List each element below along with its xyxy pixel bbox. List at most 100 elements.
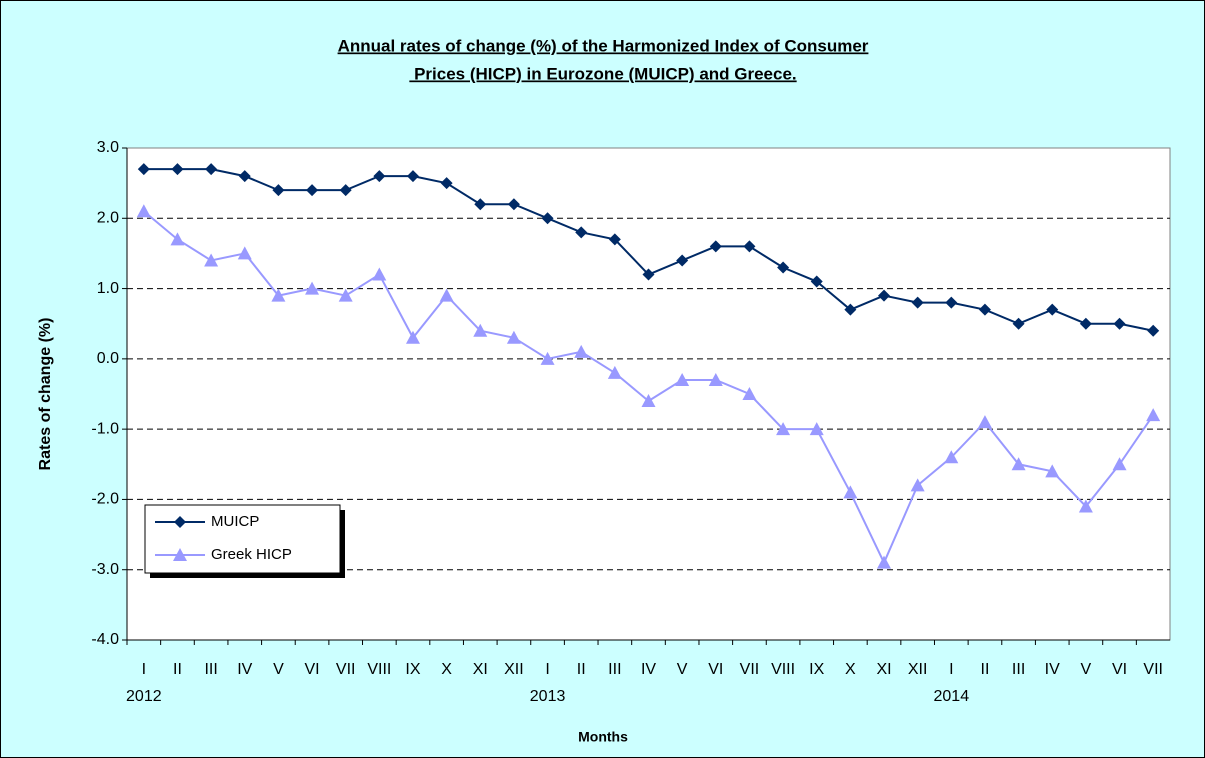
- x-tick-label: VII: [336, 661, 356, 678]
- legend: [144, 504, 341, 574]
- marker: [1079, 317, 1092, 330]
- x-tick-label: XI: [876, 661, 891, 678]
- marker: [843, 485, 858, 499]
- x-group-label: 2014: [934, 688, 970, 705]
- x-tick-label: II: [173, 661, 182, 678]
- y-axis-title: Rates of change (%): [37, 318, 54, 471]
- x-tick-label: V: [1081, 661, 1092, 678]
- y-tick-label: -3.0: [91, 561, 119, 578]
- marker: [305, 281, 320, 295]
- marker: [205, 163, 218, 176]
- x-tick-label: III: [608, 661, 621, 678]
- legend-label: Greek HICP: [211, 546, 292, 563]
- chart-title: Prices (HICP) in Eurozone (MUICP) and Gr…: [409, 64, 796, 83]
- y-tick-label: -4.0: [91, 631, 119, 648]
- marker: [676, 254, 689, 267]
- marker: [810, 275, 823, 288]
- marker: [978, 303, 991, 316]
- marker: [473, 323, 488, 337]
- marker: [405, 330, 420, 344]
- marker: [607, 365, 622, 379]
- x-axis-title: Months: [578, 729, 628, 745]
- legend-label: MUICP: [211, 513, 259, 530]
- chart-title: Annual rates of change (%) of the Harmon…: [338, 36, 869, 55]
- x-group-label: 2013: [530, 688, 566, 705]
- marker: [1045, 464, 1060, 478]
- marker: [709, 240, 722, 253]
- marker: [237, 246, 252, 260]
- marker: [809, 422, 824, 436]
- x-tick-label: II: [981, 661, 990, 678]
- x-tick-label: III: [204, 661, 217, 678]
- marker: [1146, 408, 1161, 422]
- marker: [944, 450, 959, 464]
- x-tick-label: VII: [740, 661, 760, 678]
- x-tick-label: I: [142, 661, 146, 678]
- marker: [642, 268, 655, 281]
- marker: [541, 212, 554, 225]
- marker: [170, 232, 185, 246]
- marker: [136, 204, 151, 218]
- marker: [272, 184, 285, 197]
- marker: [540, 351, 555, 365]
- marker: [877, 555, 892, 569]
- marker: [171, 163, 184, 176]
- x-tick-label: XI: [473, 661, 488, 678]
- marker: [1112, 457, 1127, 471]
- x-tick-label: IV: [237, 661, 252, 678]
- marker: [338, 288, 353, 302]
- x-tick-label: I: [545, 661, 549, 678]
- x-tick-label: X: [441, 661, 452, 678]
- x-tick-label: III: [1012, 661, 1025, 678]
- x-tick-label: V: [273, 661, 284, 678]
- marker: [608, 233, 621, 246]
- marker: [910, 478, 925, 492]
- marker: [1147, 324, 1160, 337]
- y-tick-label: 2.0: [97, 210, 119, 227]
- marker: [742, 387, 757, 400]
- marker: [372, 267, 387, 281]
- marker: [440, 177, 453, 190]
- marker: [776, 422, 791, 436]
- marker: [474, 198, 487, 211]
- marker: [777, 261, 790, 274]
- y-tick-label: 3.0: [97, 139, 119, 156]
- x-tick-label: XII: [908, 661, 928, 678]
- x-tick-label: X: [845, 661, 856, 678]
- marker: [238, 170, 251, 183]
- marker: [641, 394, 656, 408]
- y-tick-label: 1.0: [97, 280, 119, 297]
- x-tick-label: IX: [809, 661, 824, 678]
- marker: [204, 253, 219, 267]
- marker: [708, 372, 723, 386]
- x-tick-label: VI: [304, 661, 319, 678]
- y-tick-label: 0.0: [97, 350, 119, 367]
- x-tick-label: VII: [1143, 661, 1163, 678]
- marker: [945, 296, 958, 309]
- x-tick-label: IV: [1045, 661, 1060, 678]
- marker: [306, 184, 319, 197]
- x-tick-label: XII: [504, 661, 524, 678]
- marker: [1078, 499, 1093, 513]
- marker: [977, 415, 992, 429]
- x-tick-label: VI: [1112, 661, 1127, 678]
- marker: [137, 163, 150, 176]
- marker: [743, 240, 756, 253]
- marker: [878, 289, 891, 302]
- marker: [173, 548, 187, 561]
- marker: [675, 372, 690, 386]
- x-tick-label: I: [949, 661, 953, 678]
- x-group-label: 2012: [126, 688, 162, 705]
- x-tick-label: VIII: [771, 661, 795, 678]
- y-tick-label: -2.0: [91, 491, 119, 508]
- marker: [1046, 303, 1059, 316]
- marker: [439, 288, 454, 302]
- x-tick-label: VI: [708, 661, 723, 678]
- marker: [339, 184, 352, 197]
- x-tick-label: VIII: [367, 661, 391, 678]
- y-tick-label: -1.0: [91, 420, 119, 437]
- marker: [1113, 317, 1126, 330]
- marker: [506, 330, 521, 344]
- x-tick-label: V: [677, 661, 688, 678]
